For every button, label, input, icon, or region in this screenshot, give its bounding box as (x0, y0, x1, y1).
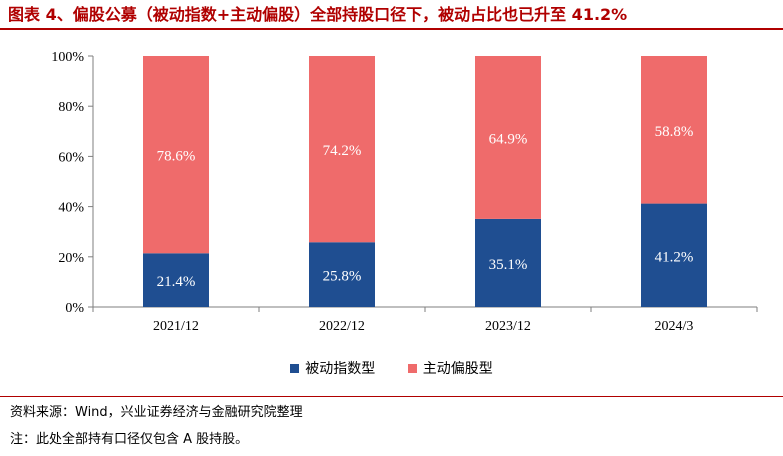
y-tick-label: 0% (65, 301, 84, 316)
x-tick-label: 2024/3 (655, 319, 694, 334)
bar-value-label: 78.6% (157, 149, 196, 165)
bar-value-label: 41.2% (655, 249, 694, 265)
legend-item-active: 主动偏股型 (407, 358, 493, 378)
bar-active (475, 56, 541, 219)
bar-passive (309, 242, 375, 307)
bar-value-label: 21.4% (157, 274, 196, 290)
chart-title: 图表 4、偏股公募（被动指数+主动偏股）全部持股口径下，被动占比也已升至 41.… (8, 5, 628, 24)
legend-swatch-passive (290, 363, 300, 373)
legend-swatch-active (407, 363, 417, 373)
bar-active (143, 56, 209, 254)
stacked-bar-chart: 0% 20% 40% 60% 80% 100% 21.4% 78.6% 2021/12 25.8%… (51, 50, 758, 334)
bar-value-label: 58.8% (655, 124, 694, 140)
bar-passive (641, 203, 707, 307)
y-tick-label: 80% (58, 100, 84, 115)
bar-value-label: 74.2% (323, 143, 362, 159)
x-tick-label: 2023/12 (485, 319, 531, 334)
x-tick-label: 2021/12 (153, 319, 199, 334)
legend-label-active: 主动偏股型 (422, 361, 493, 377)
y-tick-label: 20% (58, 251, 84, 266)
bar-value-label: 35.1% (489, 257, 528, 273)
x-tick-label: 2022/12 (319, 319, 365, 334)
bar-passive (475, 218, 541, 307)
title-divider (0, 28, 783, 30)
legend-item-passive: 被动指数型 (290, 358, 375, 378)
bar-value-label: 25.8% (323, 269, 362, 285)
y-tick-label: 100% (51, 50, 84, 65)
bar-active (309, 56, 375, 243)
bar-active (641, 56, 707, 204)
legend-label-passive: 被动指数型 (305, 361, 376, 377)
bar-value-label: 64.9% (489, 131, 528, 147)
source-note: 资料来源：Wind，兴业证券经济与金融研究院整理 (10, 405, 303, 420)
footnote: 注：此处全部持有口径仅包含 A 股持股。 (10, 432, 249, 447)
footer-divider (0, 396, 783, 397)
bar-passive (143, 253, 209, 307)
y-tick-label: 60% (58, 150, 84, 165)
chart-legend: 被动指数型 主动偏股型 (0, 358, 783, 378)
y-tick-label: 40% (58, 201, 84, 216)
chart-area: 0% 20% 40% 60% 80% 100% 21.4% 78.6% 2021/12 25.8%… (0, 30, 783, 395)
